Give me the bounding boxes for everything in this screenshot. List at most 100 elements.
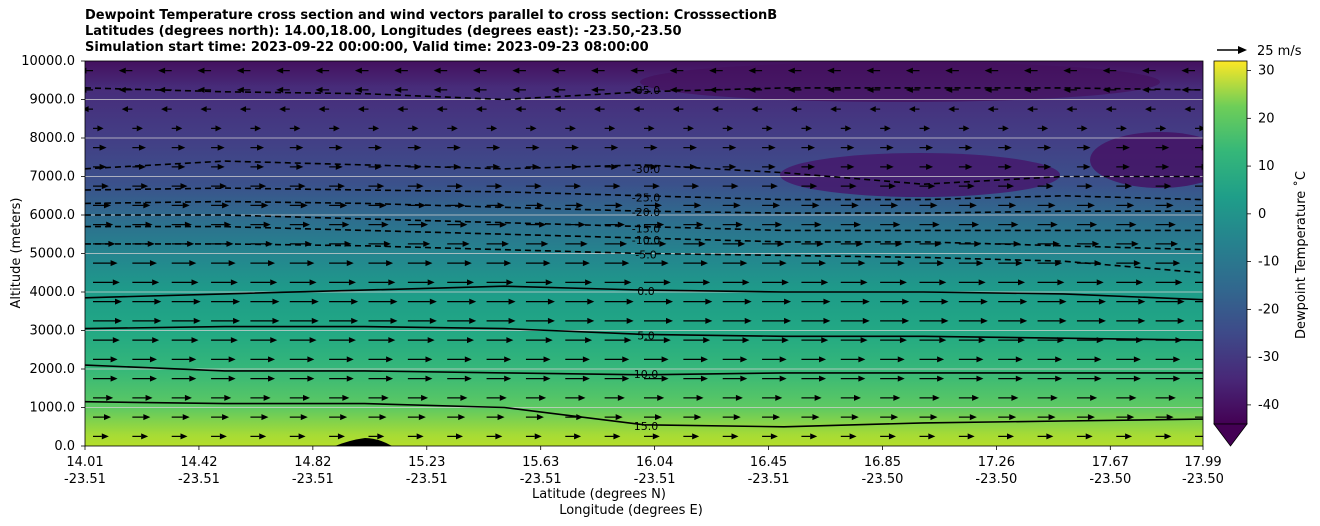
wind-vector-head <box>669 86 677 93</box>
wind-vector-head <box>893 394 901 401</box>
x-tick-label-lat: 17.67 <box>1092 455 1129 470</box>
wind-vector-head <box>1083 144 1091 151</box>
wind-vector-head <box>239 106 247 113</box>
wind-vector-head <box>773 414 781 421</box>
wind-vector-head <box>99 144 107 151</box>
wind-vector-head <box>236 86 244 93</box>
wind-vector-head <box>504 260 512 267</box>
wind-vector-head <box>969 202 977 209</box>
wind-vector-head <box>1168 221 1176 228</box>
wind-vector-head <box>609 125 616 132</box>
wind-vector-head <box>978 337 986 344</box>
wind-vector-head <box>845 125 852 132</box>
wind-vector-head <box>451 125 458 132</box>
wind-vector-head <box>460 221 468 228</box>
wind-vector-head <box>972 394 980 401</box>
wind-vector-head <box>425 375 433 382</box>
wind-vector-head <box>1173 375 1181 382</box>
wind-vector-head <box>530 125 537 132</box>
wind-vector-head <box>508 298 516 305</box>
wind-vector-head <box>1048 202 1056 209</box>
wind-vector-head <box>768 163 776 170</box>
wind-vector-head <box>138 144 146 151</box>
title-line-1: Dewpoint Temperature cross section and w… <box>85 8 778 23</box>
wind-vector-head <box>1013 240 1021 247</box>
wind-vector-head <box>497 202 505 209</box>
wind-vector-head <box>712 106 719 113</box>
chart-title: Dewpoint Temperature cross section and w… <box>85 8 777 56</box>
wind-vector-head <box>187 240 195 247</box>
wind-vector-head <box>377 433 385 440</box>
wind-vector-head <box>576 414 584 421</box>
wind-vector-head <box>1055 375 1063 382</box>
wind-vector-head <box>666 298 673 305</box>
wind-vector-head <box>547 317 555 324</box>
wind-vector-head <box>263 394 271 401</box>
wind-vector-head <box>860 337 868 344</box>
wind-vector-head <box>1164 183 1172 190</box>
wind-vector-head <box>427 279 435 286</box>
wind-vector-head <box>460 394 468 401</box>
wind-vector-head <box>495 433 503 440</box>
wind-vector-head <box>302 394 310 401</box>
wind-vector-head <box>692 183 700 190</box>
wind-vector-head <box>1206 414 1213 420</box>
wind-vector-head <box>1055 260 1063 267</box>
wind-vector-head <box>184 394 192 401</box>
wind-vector-head <box>309 279 317 286</box>
colorbar-label: Dewpoint Temperature ˚C <box>1293 171 1309 339</box>
wind-vector-head <box>357 106 365 113</box>
wind-vector-head <box>506 337 514 344</box>
wind-vector-head <box>180 433 188 440</box>
wind-vector-head <box>219 183 227 190</box>
wind-vector-head <box>499 394 507 401</box>
wind-vector-head <box>296 144 304 151</box>
wind-vector-head <box>305 240 313 247</box>
wind-vector-head <box>138 163 146 170</box>
wind-vector-head <box>784 317 792 324</box>
wind-vector-head <box>622 260 630 267</box>
wind-vector-head <box>775 221 783 228</box>
wind-vector-head <box>1206 202 1213 208</box>
wind-vector-head <box>1063 86 1071 93</box>
wind-vector-head <box>1199 125 1203 132</box>
wind-vector-head <box>532 144 540 151</box>
y-tick-label: 9000.0 <box>30 93 76 108</box>
wind-vector-head <box>152 279 160 286</box>
wind-vector-head <box>348 279 356 286</box>
wind-vector-head <box>543 356 551 363</box>
wind-vector-head <box>1020 317 1028 324</box>
wind-vector-head <box>372 125 380 132</box>
wind-vector-head <box>1002 125 1009 132</box>
wind-vector-head <box>652 433 660 440</box>
wind-vector-head <box>141 433 149 440</box>
wind-vector-head <box>386 356 394 363</box>
wind-vector-head <box>118 67 126 74</box>
wind-vector-head <box>118 86 126 93</box>
wind-vector-head <box>541 240 549 247</box>
wind-vector-head <box>101 433 109 440</box>
wind-vector-head <box>145 221 153 228</box>
wind-vector-head <box>1105 106 1112 113</box>
wind-vector-head <box>547 298 555 305</box>
wind-vector-head <box>1046 433 1054 440</box>
wind-vector-head <box>375 144 383 151</box>
wind-vector-head <box>648 125 655 132</box>
x-axis: 14.01 -23.51 14.42 -23.51 14.82 -23.51 15.23 -2… <box>64 446 1224 487</box>
wind-vector-head <box>158 67 166 74</box>
wind-vector-head <box>905 67 913 74</box>
contour-line <box>85 400 1203 428</box>
wind-vector-head <box>294 125 301 132</box>
colorbar: 30 20 10 0 -10 -20 -30 -40 Dewpoint Temperature… <box>1213 60 1309 447</box>
wind-vector-head <box>932 394 940 401</box>
wind-vector-head <box>394 67 402 74</box>
wind-vector-head <box>860 279 868 286</box>
wind-vector-head <box>819 375 827 382</box>
wind-vector-head <box>1048 414 1056 421</box>
colorbar-tick-label: -20 <box>1258 302 1279 317</box>
wind-vector-head <box>1145 106 1152 113</box>
wind-vector-head <box>735 394 743 401</box>
wind-vector-head <box>775 394 783 401</box>
wind-vector-head <box>1096 337 1104 344</box>
wind-vector-head <box>495 183 503 190</box>
